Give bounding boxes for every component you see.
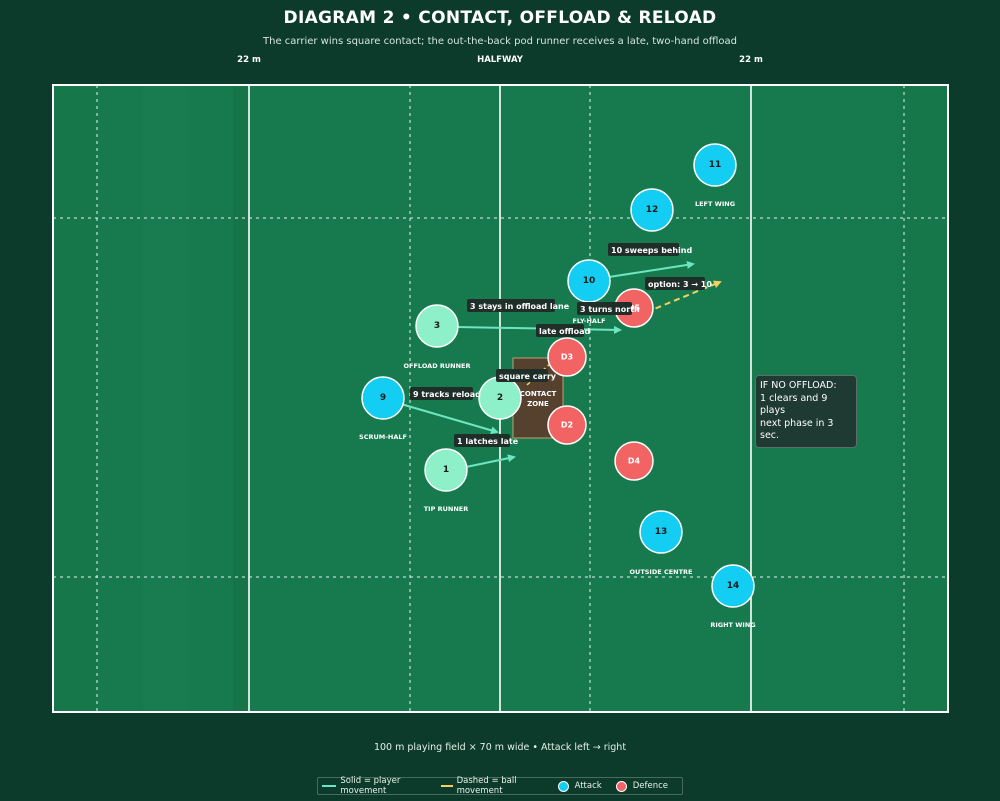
tag-sweep: 10 sweeps behind <box>608 243 692 256</box>
svg-text:13: 13 <box>655 527 668 537</box>
tag-late-offload: late offload <box>536 324 590 337</box>
player-14: 14 RIGHT WING <box>710 564 756 629</box>
svg-text:3: 3 <box>434 321 440 331</box>
legend-defence-label: Defence <box>632 781 668 791</box>
tag-square-carry: square carry <box>496 369 557 382</box>
tag-stays: 3 stays in offload lane <box>467 299 570 312</box>
tag-option: option: 3 → 10 <box>645 277 712 290</box>
defence-players: D5 D3 D2 D4 <box>547 288 654 481</box>
halfway-label: HALFWAY <box>477 55 523 65</box>
diagram-subtitle: The carrier wins square contact; the out… <box>263 36 737 47</box>
player-1: 1 TIP RUNNER <box>424 448 469 513</box>
legend: Solid = player movement Dashed = ball mo… <box>317 776 683 796</box>
svg-text:late offload: late offload <box>539 327 590 336</box>
svg-text:FLY-HALF: FLY-HALF <box>572 317 605 325</box>
tag-latches: 1 latches late <box>454 434 519 447</box>
note-line-1: IF NO OFFLOAD: <box>760 380 837 391</box>
svg-text:D5: D5 <box>628 304 641 313</box>
svg-text:9: 9 <box>380 393 386 403</box>
player-9: 9 SCRUM-HALF <box>359 376 407 441</box>
legend-dashed: Dashed = ball movement <box>441 776 543 796</box>
svg-text:2: 2 <box>497 393 503 403</box>
svg-text:option: 3 → 10: option: 3 → 10 <box>648 280 712 289</box>
defender-d3: D3 <box>547 337 587 377</box>
svg-text:LEFT WING: LEFT WING <box>695 200 735 208</box>
svg-text:TIP RUNNER: TIP RUNNER <box>424 505 469 513</box>
defender-d2: D2 <box>547 405 587 445</box>
legend-solid-label: Solid = player movement <box>340 776 401 796</box>
solid-line-swatch <box>322 785 337 787</box>
note-line-3: next phase in 3 sec. <box>760 417 834 442</box>
svg-text:12: 12 <box>646 205 659 215</box>
svg-text:3 stays in offload lane: 3 stays in offload lane <box>470 302 570 311</box>
svg-text:SCRUM-HALF: SCRUM-HALF <box>359 433 407 441</box>
svg-text:D2: D2 <box>561 421 573 430</box>
diagram-title: DIAGRAM 2 • CONTACT, OFFLOAD & RELOAD <box>283 8 717 28</box>
right-22m-label: 22 m <box>739 55 763 65</box>
legend-attack: Attack <box>557 780 602 792</box>
player-11: 11 LEFT WING <box>693 143 737 208</box>
svg-text:OUTSIDE CENTRE: OUTSIDE CENTRE <box>630 568 693 576</box>
tip-runner-arrow <box>465 454 516 468</box>
svg-text:10 sweeps behind: 10 sweeps behind <box>611 246 692 255</box>
note-line-2: 1 clears and 9 plays <box>760 392 828 417</box>
player-12: 12 <box>630 188 674 232</box>
contact-zone-label-2: ZONE <box>527 400 549 408</box>
tag-turns: 3 turns north <box>577 302 640 315</box>
legend-defence: Defence <box>615 780 668 792</box>
svg-text:10: 10 <box>583 276 596 286</box>
player-13: 13 OUTSIDE CENTRE <box>630 510 693 576</box>
legend-dashed-label: Dashed = ball movement <box>456 776 517 796</box>
defence-dot-icon <box>615 780 627 792</box>
svg-text:D4: D4 <box>628 457 641 466</box>
tag-tracks: 9 tracks reload <box>410 387 481 400</box>
svg-text:9 tracks reload: 9 tracks reload <box>413 390 481 399</box>
defender-d5: D5 <box>614 288 654 328</box>
svg-text:D3: D3 <box>561 353 573 362</box>
annotation-tags: 10 sweeps behind option: 3 → 10 3 stays … <box>410 243 712 447</box>
svg-text:square carry: square carry <box>499 372 557 381</box>
fly-half-sweep-arrow <box>608 260 695 278</box>
player-2: 2 <box>478 376 522 420</box>
field-caption: 100 m playing field × 70 m wide • Attack… <box>373 742 627 753</box>
svg-text:OFFLOAD RUNNER: OFFLOAD RUNNER <box>404 362 471 370</box>
legend-attack-label: Attack <box>574 781 602 791</box>
svg-text:3 turns north: 3 turns north <box>580 305 640 314</box>
contact-zone-label-1: CONTACT <box>520 390 557 398</box>
player-3: 3 OFFLOAD RUNNER <box>404 304 471 370</box>
svg-text:1 latches late: 1 latches late <box>457 437 519 446</box>
scrum-half-reload-arrow <box>400 403 499 435</box>
svg-text:RIGHT WING: RIGHT WING <box>710 621 755 629</box>
svg-text:14: 14 <box>727 581 740 591</box>
left-22m-label: 22 m <box>237 55 261 65</box>
attack-dot-icon <box>557 780 569 792</box>
no-offload-note: IF NO OFFLOAD: 1 clears and 9 plays next… <box>755 375 857 448</box>
defender-d4: D4 <box>614 441 654 481</box>
dashed-line-swatch <box>441 785 453 787</box>
legend-solid: Solid = player movement <box>322 776 427 796</box>
svg-text:1: 1 <box>443 465 449 475</box>
svg-text:11: 11 <box>709 160 722 170</box>
